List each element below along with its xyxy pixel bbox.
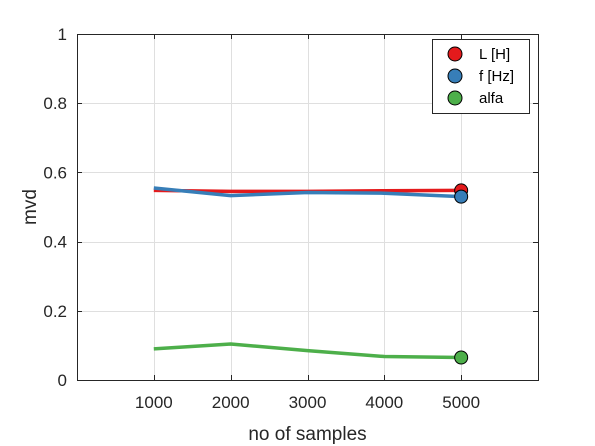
- legend-label: alfa: [479, 90, 504, 107]
- series-end-marker-3: [454, 350, 469, 365]
- x-tick-label: 4000: [365, 393, 403, 412]
- legend: L [H] f [Hz] alfa: [432, 39, 530, 114]
- legend-marker: [447, 90, 463, 106]
- legend-label: f [Hz]: [479, 68, 514, 85]
- x-axis-ticks: 1000 2000 3000 4000 5000: [135, 34, 480, 412]
- series-end-markers: [454, 183, 469, 365]
- y-tick-label: 0.8: [43, 94, 67, 113]
- y-tick-label: 0.6: [43, 163, 67, 182]
- legend-label: L [H]: [479, 46, 510, 63]
- x-tick-label: 5000: [442, 393, 480, 412]
- y-tick-label: 0: [58, 371, 67, 390]
- series-line-3: [153, 342, 462, 360]
- y-axis-label: mvd: [20, 189, 41, 225]
- series-lines: [153, 186, 462, 360]
- legend-marker: [447, 68, 463, 84]
- y-axis-ticks: 0 0.2 0.4 0.6 0.8 1: [43, 25, 538, 390]
- y-tick-label: 0.4: [43, 233, 67, 252]
- x-axis-label: no of samples: [248, 424, 366, 445]
- y-tick-label: 0.2: [43, 302, 67, 321]
- legend-marker: [447, 46, 463, 62]
- series-line-2: [153, 186, 462, 199]
- x-tick-label: 2000: [212, 393, 250, 412]
- x-tick-label: 1000: [135, 393, 173, 412]
- y-tick-label: 1: [58, 25, 67, 44]
- x-tick-label: 3000: [289, 393, 327, 412]
- series-end-marker-2: [454, 189, 469, 204]
